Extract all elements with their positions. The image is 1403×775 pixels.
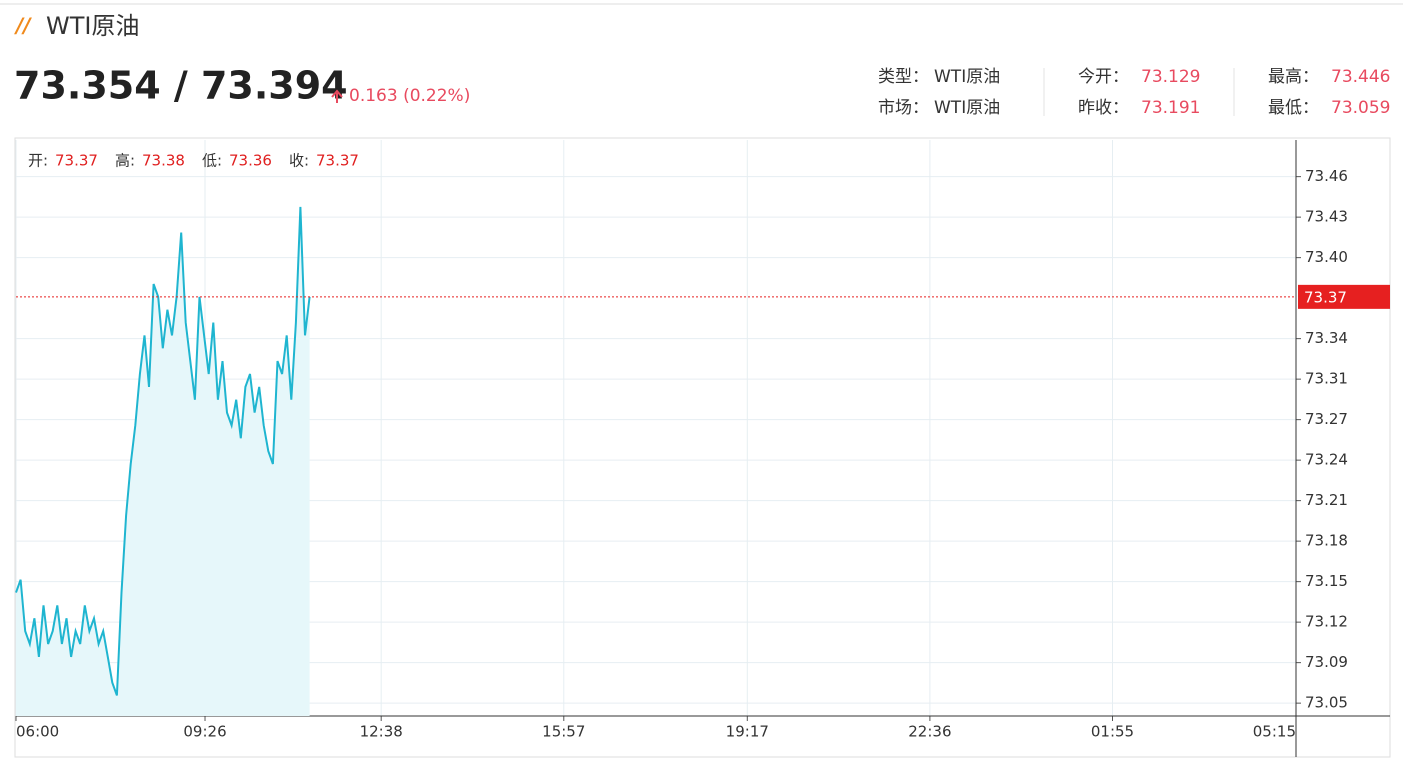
ohlc-label: 高: [115, 152, 135, 170]
plot: 73.05 73.09 73.12 73.15 73.18 73.21 73.24 73.27… [15, 140, 1390, 757]
info-value: WTI原油 [934, 67, 1000, 87]
y-tick-label: 73.18 [1305, 532, 1348, 550]
y-tick-label: 73.12 [1305, 613, 1348, 631]
ohlc-value: 73.37 [316, 152, 359, 170]
chart-frame [14, 137, 1391, 758]
x-tick-label: 22:36 [908, 723, 951, 741]
title: WTI原油 [46, 12, 139, 40]
area [16, 206, 310, 716]
info-label: 今开： [1078, 67, 1129, 87]
y-tick-label: 73.09 [1305, 653, 1348, 671]
x-tick-label: 12:38 [360, 723, 403, 741]
last-price-label: 73.37 [1304, 288, 1347, 306]
ohlc-label: 收: [289, 152, 309, 170]
last-price-badge [1298, 284, 1390, 309]
x-tick-label: 09:26 [183, 723, 226, 741]
x-tick-label: 05:15 [1253, 723, 1296, 741]
info-value: WTI原油 [934, 98, 1000, 118]
y-tick-label: 73.31 [1305, 370, 1348, 388]
logo-mark: // [14, 14, 32, 38]
info-label: 类型： [878, 67, 929, 87]
info-value: 73.059 [1331, 98, 1390, 118]
info-value: 73.129 [1141, 67, 1200, 87]
price-line [15, 206, 311, 696]
price: 73.354 / 73.394 [14, 64, 348, 108]
y-tick-label: 73.21 [1305, 491, 1348, 509]
info-value: 73.446 [1331, 67, 1390, 87]
x-tick-label: 15:57 [542, 723, 585, 741]
y-tick-label: 73.27 [1305, 410, 1348, 428]
info-label: 最高： [1268, 67, 1319, 87]
change: 0.163 (0.22%) [349, 86, 470, 106]
ohlc-value: 73.37 [55, 152, 98, 170]
y-tick-label: 73.05 [1305, 694, 1348, 712]
x-tick-label: 19:17 [726, 723, 769, 741]
info-value: 73.191 [1141, 98, 1200, 118]
ohlc-label: 低: [202, 152, 222, 170]
up-arrow [331, 89, 343, 103]
y-tick-label: 73.40 [1305, 248, 1348, 266]
info-label: 市场： [878, 98, 929, 118]
x-tick-label: 06:00 [16, 723, 59, 741]
y-tick-label: 73.43 [1305, 208, 1348, 226]
y-tick-label: 73.46 [1305, 167, 1348, 185]
ohlc-label: 开: [28, 152, 48, 170]
ohlc-value: 73.38 [142, 152, 185, 170]
y-tick-label: 73.24 [1305, 451, 1348, 469]
y-tick-label: 73.34 [1305, 329, 1348, 347]
info-label: 昨收： [1078, 98, 1129, 118]
ohlc-value: 73.36 [229, 152, 272, 170]
x-tick-label: 01:55 [1091, 723, 1134, 741]
info-label: 最低： [1268, 98, 1319, 118]
y-tick-label: 73.15 [1305, 572, 1348, 590]
